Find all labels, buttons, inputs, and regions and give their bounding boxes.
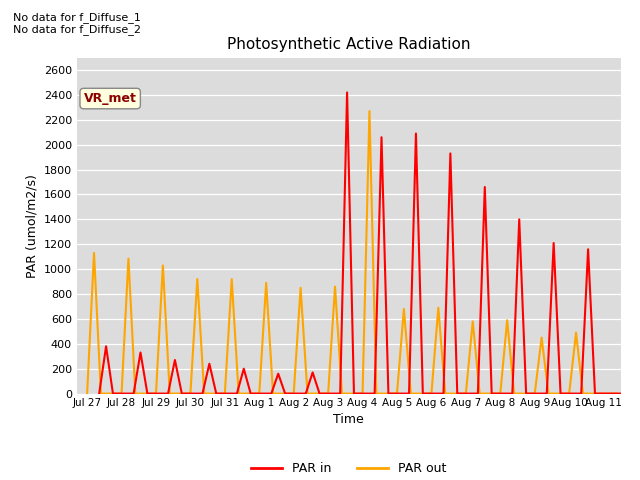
Y-axis label: PAR (umol/m2/s): PAR (umol/m2/s) [25, 174, 38, 277]
X-axis label: Time: Time [333, 413, 364, 426]
Text: VR_met: VR_met [84, 92, 136, 105]
Title: Photosynthetic Active Radiation: Photosynthetic Active Radiation [227, 37, 470, 52]
Text: No data for f_Diffuse_1
No data for f_Diffuse_2: No data for f_Diffuse_1 No data for f_Di… [13, 12, 141, 36]
Legend: PAR in, PAR out: PAR in, PAR out [246, 457, 451, 480]
